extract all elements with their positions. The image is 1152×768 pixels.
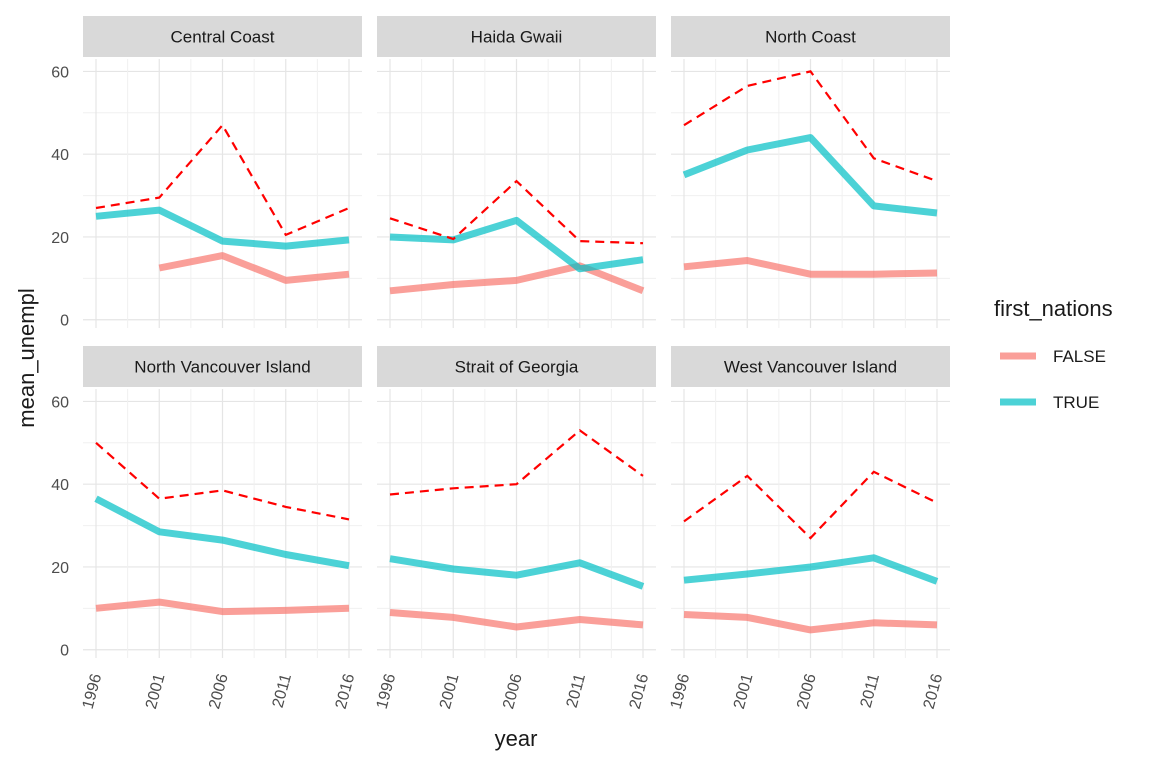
facet-strip [671, 346, 950, 387]
series-line-true [389, 555, 645, 590]
series-line-true [389, 216, 644, 273]
facet-strip [671, 16, 950, 57]
y-tick-label: 40 [51, 477, 69, 494]
series-line-false [95, 598, 350, 616]
facet-label: West Vancouver Island [724, 358, 897, 377]
facet-panel: Haida Gwaii [377, 16, 656, 328]
x-tick-label: 2006 [500, 672, 526, 711]
series-line-true [95, 206, 350, 250]
facet-strip [83, 16, 362, 57]
legend-label-false: FALSE [1053, 347, 1106, 366]
x-tick-label: 2006 [794, 672, 820, 711]
x-tick-label: 2011 [270, 672, 295, 710]
facet-label: North Vancouver Island [134, 358, 310, 377]
y-tick-label: 20 [51, 560, 69, 577]
x-tick-label: 2001 [437, 672, 463, 711]
facet-panel: North Vancouver Island 0 20 40 60 1996 2001 200… [51, 346, 362, 711]
series-line-true [682, 134, 938, 217]
facet-label: Haida Gwaii [471, 28, 563, 47]
facet-panel: North Coast [671, 16, 950, 328]
x-tick-label: 2016 [627, 672, 653, 711]
series-line-false [389, 609, 644, 631]
facet-label: Central Coast [171, 28, 275, 47]
facet-panel: West Vancouver Island 1996 2001 2006 2011 201… [668, 346, 950, 711]
series-line-false [683, 257, 938, 278]
x-tick-label: 2016 [921, 672, 947, 711]
y-tick-label: 40 [51, 147, 69, 164]
y-tick-label: 20 [51, 230, 69, 247]
legend: first_nations FALSE TRUE [994, 296, 1113, 412]
x-axis-title: year [495, 726, 538, 751]
x-tick-label: 1996 [80, 672, 106, 711]
x-tick-label: 2001 [731, 672, 757, 711]
x-tick-label: 1996 [374, 672, 400, 711]
reference-line-dashed [683, 70, 938, 183]
reference-line-dashed [389, 179, 644, 245]
y-tick-label: 0 [60, 643, 69, 660]
facet-panel: Strait of Georgia 1996 2001 2006 2011 2016 [374, 346, 656, 711]
x-tick-label: 1996 [668, 672, 694, 711]
facet-label: North Coast [765, 28, 856, 47]
series-line-false [683, 611, 938, 634]
x-tick-label: 2006 [206, 672, 232, 711]
x-tick-label: 2011 [858, 672, 883, 710]
legend-label-true: TRUE [1053, 393, 1099, 412]
y-axis-title: mean_unempl [14, 288, 39, 427]
x-tick-label: 2016 [333, 672, 359, 711]
facet-strip [83, 346, 362, 387]
y-tick-label: 60 [51, 394, 69, 411]
x-tick-label: 2001 [143, 672, 169, 711]
facet-strip [377, 346, 656, 387]
y-tick-label: 60 [51, 64, 69, 81]
reference-line-dashed [683, 470, 938, 540]
series-line-true [683, 554, 939, 585]
x-tick-label: 2011 [564, 672, 589, 710]
facet-strip [377, 16, 656, 57]
series-line-true [94, 495, 350, 570]
legend-title: first_nations [994, 296, 1113, 321]
series-line-false [158, 252, 350, 284]
facet-panel: Central Coast 0 20 40 60 [51, 16, 362, 330]
series-line-false [389, 262, 645, 295]
facet-label: Strait of Georgia [455, 358, 579, 377]
y-tick-label: 0 [60, 313, 69, 330]
reference-line-dashed [389, 429, 644, 496]
